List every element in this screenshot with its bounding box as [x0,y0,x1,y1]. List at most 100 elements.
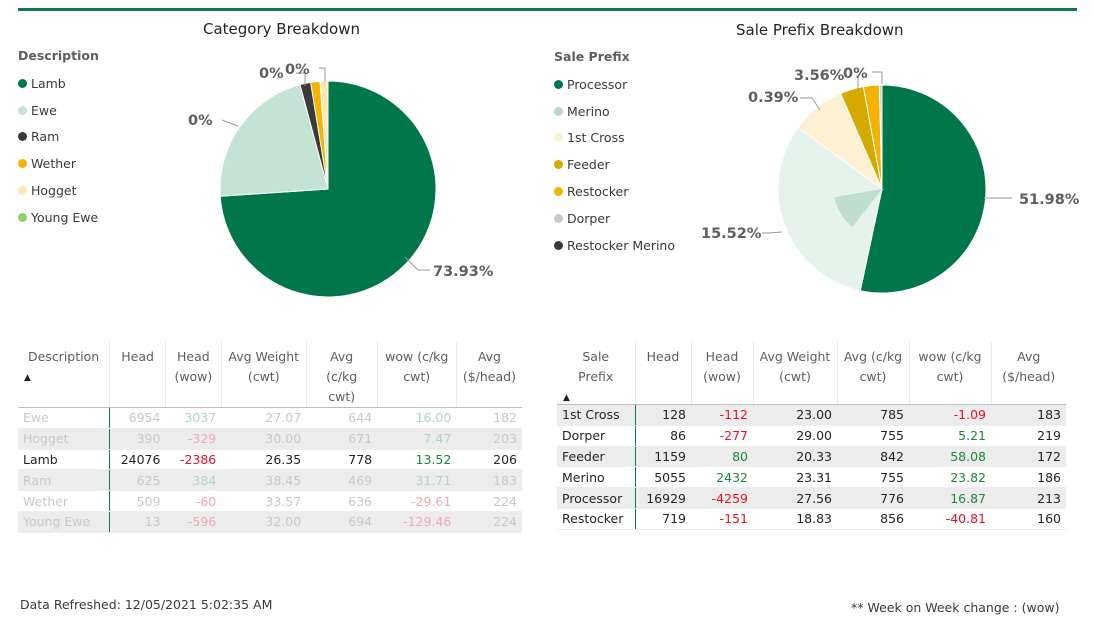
legend-item-dorper[interactable]: Dorper [554,205,675,232]
legend-dot-icon [554,133,563,143]
table-cell: Merino [557,466,636,489]
sale-prefix-legend: Sale Prefix Processor Merino 1st Cross Feed… [554,49,675,259]
table-cell: 31.71 [377,469,457,492]
legend-dot-icon [554,187,563,197]
column-header[interactable]: wow (c/kg cwt) [377,342,457,408]
legend-item-restocker-merino[interactable]: Restocker Merino [554,232,675,259]
legend-label: Ram [31,129,60,145]
table-cell: 1st Cross [557,404,636,426]
legend-label: Processor [567,76,628,92]
legend-item-hogget[interactable]: Hogget [18,177,99,204]
column-header[interactable]: Sale Prefix ▲ [557,342,636,405]
column-header-label: Avg (c/kg [843,349,903,364]
legend-title: Description [18,48,99,63]
table-row[interactable]: 1st Cross 128 -112 23.00 785 -1.09 183 [557,404,1066,426]
table-row[interactable]: Merino 5055 2432 23.31 755 23.82 186 [557,466,1066,489]
table-cell: Processor [557,487,636,509]
pie-slice-hogget[interactable] [319,80,329,190]
pie-slice-merino[interactable] [777,126,883,292]
table-cell: -60 [165,490,222,512]
column-header-label: Head [121,349,154,364]
legend-label: Restocker [567,184,629,200]
sort-ascending-icon[interactable]: ▲ [563,393,570,403]
sale-prefix-pie-chart: 51.98% 15.52% 0.39% 3.56%0% [701,66,1080,294]
legend-item-processor[interactable]: Processor [554,71,675,98]
data-refreshed-text: Data Refreshed: 12/05/2021 5:02:35 AM [20,597,273,612]
legend-label: Dorper [567,210,611,226]
table-cell: Ram [18,469,111,492]
column-header[interactable]: Head [635,342,692,405]
table-cell: 2432 [691,466,753,489]
legend-label: Restocker Merino [567,237,676,253]
legend-item-ram[interactable]: Ram [18,124,99,151]
legend-label: Lamb [31,75,66,91]
sale-prefix-table: Sale Prefix ▲ Head Head (wow) Avg Weight (cwt)… [557,342,1066,530]
table-cell: 23.00 [753,404,837,426]
legend-label: Ewe [31,102,57,118]
sort-ascending-icon[interactable]: ▲ [24,373,31,383]
column-header[interactable]: Head (wow) [165,342,222,408]
table-cell: 778 [306,449,378,471]
table-cell: 785 [837,404,909,426]
category-legend: Description Lamb Ewe Ram Wether Hogget Young … [18,48,99,231]
column-header-sublabel: cwt) [859,369,887,384]
table-row[interactable]: Hogget 390 -329 30.00 671 7.47 203 [18,428,522,450]
column-header-sublabel: ($/head) [1002,369,1056,384]
table-cell: 509 [109,490,166,512]
table-row[interactable]: Wether 509 -60 33.57 636 -29.61 224 [18,490,522,512]
table-cell: 80 [691,446,753,468]
pie-data-label: 0% [285,62,310,78]
table-cell: -2386 [165,449,222,471]
table-cell: 32.00 [221,511,307,533]
legend-item-lamb[interactable]: Lamb [18,70,99,97]
legend-item-feeder[interactable]: Feeder [554,151,675,178]
column-header[interactable]: Avg (c/kg cwt) [837,342,910,405]
pie-data-label: 51.98% [1019,192,1080,208]
table-row[interactable]: Dorper 86 -277 29.00 755 5.21 219 [557,425,1066,447]
table-cell: 16.87 [909,487,991,509]
legend-item-merino[interactable]: Merino [554,98,675,125]
table-cell: 7.47 [377,428,457,450]
table-cell: -129.46 [377,511,457,533]
column-header[interactable]: Avg Weight (cwt) [753,342,838,405]
leader-line [404,256,430,271]
table-row[interactable]: Lamb 24076 -2386 26.35 778 13.52 206 [18,449,522,471]
table-cell: -596 [165,511,222,533]
pie-data-label: 15.52% [701,226,762,242]
legend-dot-icon [18,105,27,115]
pie-slice-processor[interactable] [859,84,987,294]
table-cell: 219 [991,425,1066,447]
legend-item-restocker[interactable]: Restocker [554,178,675,205]
table-row[interactable]: Young Ewe 13 -596 32.00 694 -129.46 224 [18,511,522,533]
column-header[interactable]: wow (c/kg cwt) [909,342,992,405]
table-cell: 671 [306,428,378,450]
column-header[interactable]: Head (wow) [691,342,754,405]
column-header[interactable]: Avg Weight (cwt) [221,342,307,408]
table-cell: 224 [456,490,522,512]
legend-item-wether[interactable]: Wether [18,150,99,177]
table-cell: Feeder [557,446,636,468]
legend-title: Sale Prefix [554,49,630,64]
column-header[interactable]: Avg (c/kg cwt) [306,342,378,408]
table-cell: 33.57 [221,490,307,512]
table-row[interactable]: Restocker 719 -151 18.83 856 -40.81 160 [557,508,1066,530]
legend-item-1st-cross[interactable]: 1st Cross [554,125,675,152]
column-header[interactable]: Head [109,342,166,408]
table-cell: 30.00 [221,428,307,450]
pie-data-label: 73.93% [433,264,494,280]
sale-prefix-breakdown-title: Sale Prefix Breakdown [736,21,904,39]
column-header[interactable]: Avg ($/head) [991,342,1066,405]
table-cell: 58.08 [909,446,991,468]
legend-item-young-ewe[interactable]: Young Ewe [18,204,99,231]
pie-slice-ewe[interactable] [219,84,329,197]
column-header[interactable]: Avg ($/head) [456,342,522,408]
legend-dot-icon [554,240,563,250]
legend-item-ewe[interactable]: Ewe [18,97,99,124]
table-row[interactable]: Ram 625 384 38.45 469 31.71 183 [18,469,522,492]
table-row[interactable]: Feeder 1159 80 20.33 842 58.08 172 [557,446,1066,468]
column-header[interactable]: Description ▲ [18,342,111,408]
table-cell: Wether [18,490,111,512]
table-row[interactable]: Ewe 6954 3037 27.07 644 16.00 182 [18,407,522,429]
pie-slice-dorper[interactable] [878,84,883,190]
table-row[interactable]: Processor 16929 -4259 27.56 776 16.87 213 [557,487,1066,509]
